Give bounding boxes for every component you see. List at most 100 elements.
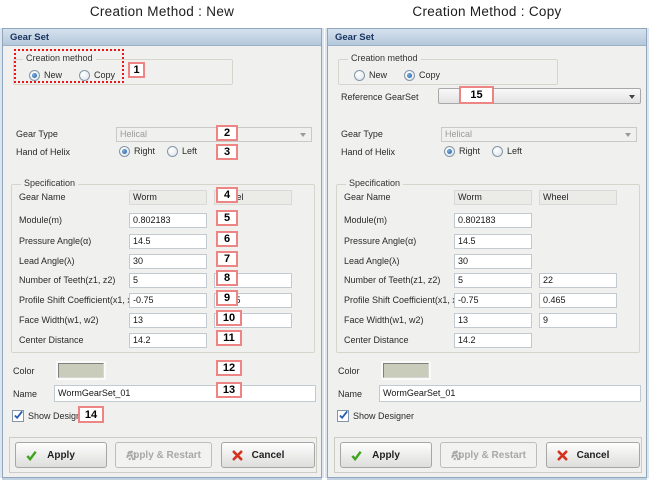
- name-input[interactable]: WormGearSet_01: [54, 385, 316, 402]
- caption-creation-method-copy: Creation Method : Copy: [412, 4, 562, 19]
- spec-row-pressure-angle: Pressure Angle(α) 14.5: [3, 234, 323, 250]
- creation-method-new-radio[interactable]: New: [354, 69, 387, 81]
- radio-label: New: [44, 70, 63, 80]
- pressure-angle-input[interactable]: 14.5: [454, 234, 532, 249]
- cancel-button-label: Cancel: [576, 449, 610, 461]
- annotation-badge-14: 14: [78, 406, 104, 423]
- annotation-badge-12: 12: [216, 360, 242, 376]
- creation-method-groupbox: [338, 59, 558, 85]
- teeth-z2-input[interactable]: 22: [539, 273, 617, 288]
- annotation-badge-8: 8: [216, 270, 238, 286]
- spec-label: Profile Shift Coefficient(x1, x2): [344, 295, 465, 305]
- cancel-button[interactable]: Cancel: [221, 442, 315, 468]
- profile-shift-x1-input[interactable]: -0.75: [129, 293, 207, 308]
- spec-label: Lead Angle(λ): [19, 256, 75, 266]
- gear-icon: [451, 450, 462, 460]
- radio-icon: [404, 69, 415, 81]
- radio-icon: [492, 145, 503, 157]
- name-input[interactable]: WormGearSet_01: [379, 385, 641, 402]
- hand-left-radio[interactable]: Left: [167, 145, 197, 157]
- check-icon: [26, 450, 37, 461]
- show-designer-checkbox[interactable]: Show Designer: [337, 409, 414, 422]
- radio-label: Right: [134, 146, 156, 156]
- caption-creation-method-new: Creation Method : New: [89, 4, 235, 19]
- apply-button[interactable]: Apply: [340, 442, 432, 468]
- spec-label: Gear Name: [344, 192, 391, 202]
- apply-restart-button-label: Apply & Restart: [125, 449, 201, 461]
- lead-angle-input[interactable]: 30: [129, 254, 207, 269]
- dialog-titlebar: Gear Set: [3, 29, 321, 46]
- checkbox-icon: [337, 409, 349, 422]
- hand-right-radio[interactable]: Right: [444, 145, 480, 157]
- radio-icon: [167, 145, 178, 157]
- chevron-down-icon: [625, 133, 631, 137]
- spec-row-gear-name: Gear Name Worm Wheel: [3, 190, 323, 206]
- spec-row-teeth: Number of Teeth(z1, z2) 5 22: [3, 273, 323, 289]
- cancel-button-label: Cancel: [251, 449, 285, 461]
- annotation-badge-3: 3: [216, 144, 238, 160]
- spec-row-profile-shift: Profile Shift Coefficient(x1, x2) -0.75 …: [3, 293, 323, 309]
- spec-row-teeth: Number of Teeth(z1, z2) 5 22: [328, 273, 648, 289]
- module-input[interactable]: 0.802183: [454, 213, 532, 228]
- annotation-badge-4: 4: [216, 187, 238, 203]
- creation-method-copy-radio[interactable]: Copy: [79, 69, 115, 81]
- spec-label: Face Width(w1, w2): [344, 315, 424, 325]
- creation-method-group-label: Creation method: [348, 53, 421, 63]
- annotation-badge-2: 2: [216, 125, 238, 141]
- spec-row-module: Module(m) 0.802183: [3, 213, 323, 229]
- color-label: Color: [338, 366, 360, 376]
- gear-type-label: Gear Type: [341, 129, 383, 139]
- dialog-title: Gear Set: [335, 31, 375, 43]
- spec-row-module: Module(m) 0.802183: [328, 213, 648, 229]
- color-swatch[interactable]: [56, 361, 106, 380]
- module-input[interactable]: 0.802183: [129, 213, 207, 228]
- spec-label: Lead Angle(λ): [344, 256, 400, 266]
- spec-row-profile-shift: Profile Shift Coefficient(x1, x2) -0.75 …: [328, 293, 648, 309]
- pressure-angle-input[interactable]: 14.5: [129, 234, 207, 249]
- radio-label: Copy: [419, 70, 441, 80]
- annotation-badge-1: 1: [128, 62, 145, 78]
- cancel-button[interactable]: Cancel: [546, 442, 640, 468]
- center-distance-input[interactable]: 14.2: [454, 333, 532, 348]
- spec-label: Face Width(w1, w2): [19, 315, 99, 325]
- spec-label: Profile Shift Coefficient(x1, x2): [19, 295, 140, 305]
- teeth-z1-input[interactable]: 5: [454, 273, 532, 288]
- gear-type-dropdown: Helical: [116, 127, 312, 142]
- checkbox-label: Show Designer: [28, 410, 90, 421]
- gear-name-2-field: Wheel: [539, 190, 617, 205]
- radio-label: Left: [182, 146, 198, 156]
- hand-left-radio[interactable]: Left: [492, 145, 522, 157]
- face-width-w1-input[interactable]: 13: [454, 313, 532, 328]
- gear-set-dialog-new: Gear Set Creation method New Copy Gear T…: [2, 28, 322, 478]
- gear-type-value: Helical: [120, 129, 148, 139]
- creation-method-new-radio[interactable]: New: [29, 69, 62, 81]
- face-width-w1-input[interactable]: 13: [129, 313, 207, 328]
- center-distance-input[interactable]: 14.2: [129, 333, 207, 348]
- radio-label: Copy: [94, 70, 116, 80]
- profile-shift-x1-input[interactable]: -0.75: [454, 293, 532, 308]
- spec-label: Module(m): [344, 215, 388, 225]
- color-label: Color: [13, 366, 35, 376]
- profile-shift-x2-input[interactable]: 0.465: [539, 293, 617, 308]
- creation-method-copy-radio[interactable]: Copy: [404, 69, 440, 81]
- radio-label: Left: [507, 146, 523, 156]
- name-label: Name: [338, 389, 363, 399]
- show-designer-checkbox[interactable]: Show Designer: [12, 409, 89, 422]
- apply-button[interactable]: Apply: [15, 442, 107, 468]
- x-icon: [232, 449, 243, 461]
- face-width-w2-input[interactable]: 9: [539, 313, 617, 328]
- color-swatch[interactable]: [381, 361, 431, 380]
- spec-label: Gear Name: [19, 192, 66, 202]
- spec-row-lead-angle: Lead Angle(λ) 30: [328, 254, 648, 270]
- radio-icon: [444, 145, 455, 157]
- gear-name-1-field: Worm: [454, 190, 532, 205]
- radio-icon: [119, 145, 130, 157]
- specification-groupbox: [336, 184, 640, 353]
- spec-row-pressure-angle: Pressure Angle(α) 14.5: [328, 234, 648, 250]
- radio-icon: [354, 69, 365, 81]
- hand-right-radio[interactable]: Right: [119, 145, 155, 157]
- teeth-z1-input[interactable]: 5: [129, 273, 207, 288]
- lead-angle-input[interactable]: 30: [454, 254, 532, 269]
- dialog-title: Gear Set: [10, 31, 50, 43]
